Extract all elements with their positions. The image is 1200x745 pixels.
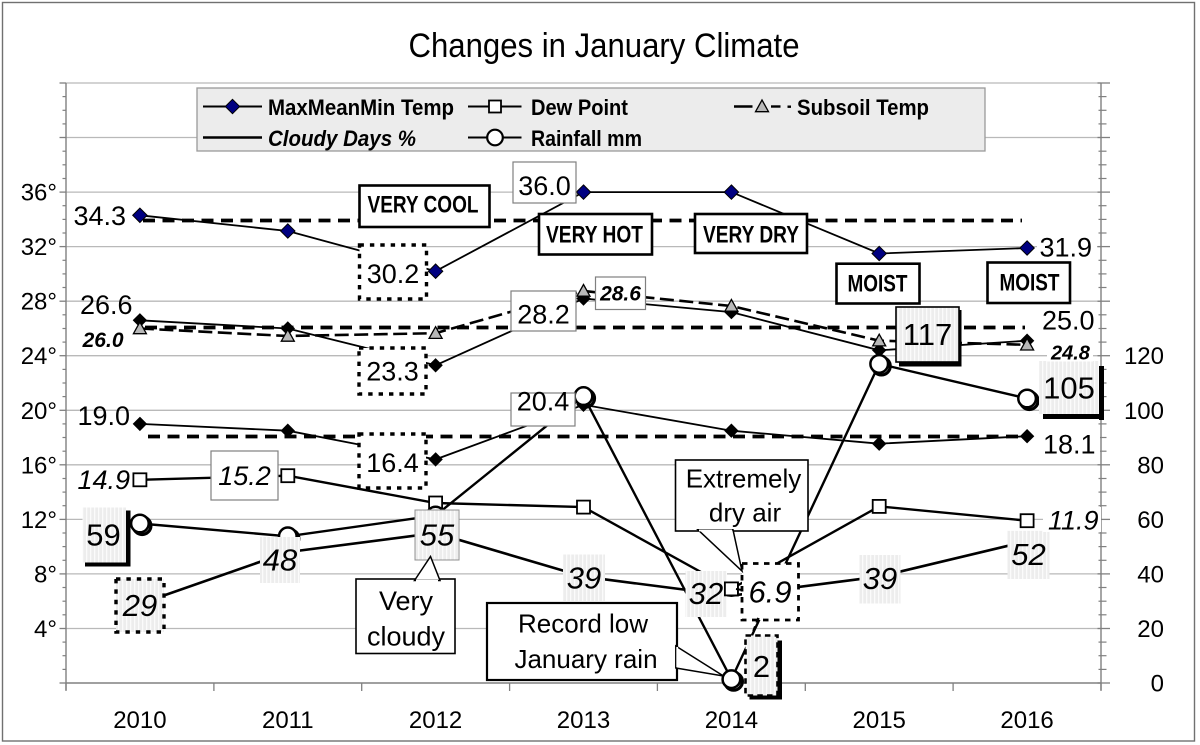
svg-text:cloudy: cloudy bbox=[367, 622, 446, 652]
svg-text:14.9: 14.9 bbox=[77, 465, 130, 495]
svg-text:20.4: 20.4 bbox=[517, 387, 570, 417]
svg-text:2014: 2014 bbox=[705, 707, 758, 734]
svg-text:Record low: Record low bbox=[518, 609, 648, 639]
svg-text:6.9: 6.9 bbox=[748, 575, 791, 610]
svg-text:19.0: 19.0 bbox=[77, 401, 130, 431]
svg-text:48: 48 bbox=[263, 543, 298, 578]
svg-text:24°: 24° bbox=[21, 343, 57, 370]
svg-text:100: 100 bbox=[1124, 398, 1164, 425]
svg-text:2012: 2012 bbox=[409, 707, 462, 734]
svg-text:16°: 16° bbox=[21, 452, 57, 479]
svg-text:59: 59 bbox=[86, 518, 120, 553]
svg-text:dry air: dry air bbox=[709, 498, 782, 528]
svg-text:2: 2 bbox=[753, 649, 770, 684]
svg-text:MaxMeanMin Temp: MaxMeanMin Temp bbox=[268, 95, 454, 120]
svg-text:55: 55 bbox=[420, 518, 455, 553]
svg-text:4°: 4° bbox=[34, 616, 57, 643]
svg-text:Subsoil Temp: Subsoil Temp bbox=[797, 95, 929, 120]
svg-text:40: 40 bbox=[1137, 561, 1164, 588]
svg-text:2010: 2010 bbox=[113, 707, 166, 734]
svg-text:32: 32 bbox=[689, 576, 723, 611]
svg-text:12°: 12° bbox=[21, 507, 57, 534]
svg-text:36°: 36° bbox=[21, 180, 57, 207]
svg-text:120: 120 bbox=[1124, 343, 1164, 370]
svg-text:60: 60 bbox=[1137, 507, 1164, 534]
svg-text:39: 39 bbox=[863, 561, 897, 596]
svg-text:30.2: 30.2 bbox=[367, 259, 420, 289]
svg-text:Very: Very bbox=[379, 586, 434, 616]
svg-text:Extremely: Extremely bbox=[686, 464, 802, 494]
svg-text:28.6: 28.6 bbox=[599, 283, 641, 306]
svg-text:16.4: 16.4 bbox=[366, 448, 419, 478]
svg-text:Rainfall mm: Rainfall mm bbox=[531, 126, 642, 151]
svg-text:23.3: 23.3 bbox=[366, 357, 419, 387]
svg-text:26.6: 26.6 bbox=[80, 290, 133, 320]
svg-text:2016: 2016 bbox=[1000, 707, 1053, 734]
svg-text:VERY DRY: VERY DRY bbox=[703, 222, 799, 249]
svg-text:29: 29 bbox=[122, 588, 157, 623]
svg-text:52: 52 bbox=[1011, 537, 1045, 572]
svg-text:Changes in January Climate: Changes in January Climate bbox=[409, 27, 800, 65]
svg-text:0: 0 bbox=[1151, 671, 1164, 698]
svg-text:2011: 2011 bbox=[262, 707, 314, 734]
svg-text:28.2: 28.2 bbox=[517, 300, 570, 330]
svg-text:8°: 8° bbox=[34, 561, 57, 588]
svg-text:80: 80 bbox=[1137, 452, 1164, 479]
svg-text:105: 105 bbox=[1043, 371, 1095, 406]
svg-text:18.1: 18.1 bbox=[1043, 430, 1096, 460]
svg-text:January rain: January rain bbox=[514, 644, 657, 674]
svg-text:32°: 32° bbox=[21, 234, 57, 261]
svg-text:26.0: 26.0 bbox=[82, 329, 124, 352]
svg-text:20°: 20° bbox=[21, 398, 57, 425]
svg-text:36.0: 36.0 bbox=[518, 171, 571, 201]
svg-text:25.0: 25.0 bbox=[1042, 306, 1095, 336]
svg-text:31.9: 31.9 bbox=[1040, 233, 1093, 263]
svg-text:2015: 2015 bbox=[853, 707, 906, 734]
svg-text:VERY HOT: VERY HOT bbox=[546, 222, 643, 249]
svg-text:VERY COOL: VERY COOL bbox=[368, 192, 479, 219]
svg-text:MOIST: MOIST bbox=[1000, 270, 1060, 297]
svg-text:Dew Point: Dew Point bbox=[531, 95, 629, 120]
svg-text:15.2: 15.2 bbox=[218, 461, 271, 491]
svg-text:11.9: 11.9 bbox=[1048, 506, 1099, 536]
svg-text:2013: 2013 bbox=[557, 707, 610, 734]
svg-text:117: 117 bbox=[903, 317, 952, 352]
svg-text:39: 39 bbox=[567, 561, 601, 596]
svg-text:24.8: 24.8 bbox=[1050, 343, 1091, 365]
svg-text:MOIST: MOIST bbox=[848, 271, 908, 298]
svg-text:Cloudy Days %: Cloudy Days % bbox=[268, 126, 416, 151]
svg-text:20: 20 bbox=[1137, 616, 1164, 643]
svg-text:34.3: 34.3 bbox=[73, 201, 126, 231]
svg-text:28°: 28° bbox=[21, 289, 57, 316]
